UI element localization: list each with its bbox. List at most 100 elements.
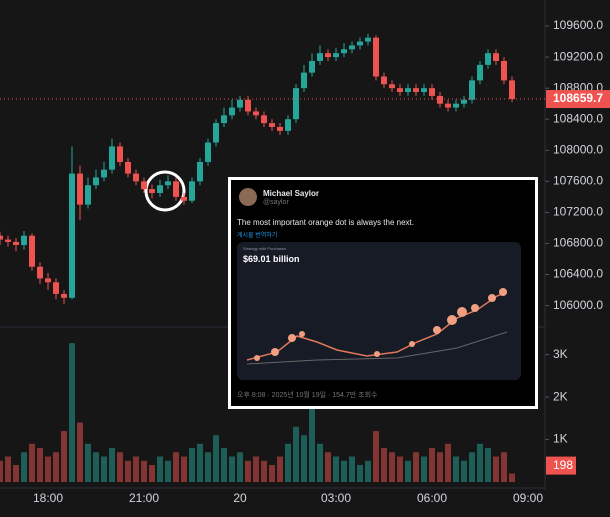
candle-body [477,64,483,81]
x-tick-label: 06:00 [417,491,447,505]
candle-body [469,80,475,100]
volume-bar [149,465,155,482]
candle-body [421,88,427,93]
candle-body [189,181,195,201]
tweet-footer: 오후 8:08 · 2025년 10월 19일 · 154.7만 조회수 [237,392,378,399]
candle-body [0,235,3,240]
tweet-handle: @saylor [263,199,289,206]
candle-body [117,146,123,162]
y-tick-label: 108000.0 [553,142,603,156]
volume-bar [269,465,275,482]
volume-bar [461,460,467,482]
volume-bar [101,456,107,482]
volume-bar [501,452,507,482]
candle-body [69,173,75,298]
volume-bar [389,452,395,482]
volume-bar [477,443,483,482]
candle-body [301,72,307,89]
candle-body [381,76,387,85]
candle-body [125,161,131,174]
volume-bar [285,443,291,482]
candle-body [365,37,371,42]
candle-body [149,189,155,193]
candle-body [101,169,107,178]
volume-bar [45,456,51,482]
x-tick-label: 18:00 [33,491,63,505]
candle-body [413,88,419,93]
volume-bar [349,456,355,482]
candle-body [141,181,147,190]
last-volume-label: 198 [553,458,573,472]
volume-bar [141,460,147,482]
candle-body [37,266,43,279]
y-tick-label: 109600.0 [553,18,603,32]
candle-body [205,142,211,162]
volume-bar [37,448,43,482]
volume-bar [181,456,187,482]
volume-bar [373,431,379,482]
candle-body [85,185,91,205]
y-tick-label: 106000.0 [553,298,603,312]
y2-tick-label: 1K [553,432,568,446]
candle-body [461,99,467,104]
volume-bar [405,460,411,482]
y-tick-label: 106400.0 [553,267,603,281]
candle-body [133,173,139,182]
candle-body [277,126,283,131]
candle-body [501,60,507,81]
volume-bar [301,435,307,482]
candle-body [221,115,227,124]
x-tick-label: 03:00 [321,491,351,505]
highlight-circle [144,170,186,212]
volume-bar [309,397,315,482]
volume-bar [317,443,323,482]
candle-body [77,173,83,205]
x-tick-label: 09:00 [513,491,543,505]
volume-bar [421,456,427,482]
translate-link[interactable]: 게시물 번역하기 [237,233,278,239]
candle-body [21,235,27,246]
candle-body [253,111,259,116]
candle-body [53,282,59,294]
candle-body [173,181,179,197]
candle-body [261,115,267,124]
candle-body [405,88,411,93]
volume-bar [0,460,3,482]
volume-bar [253,456,259,482]
candle-body [293,88,299,120]
candle-body [437,95,443,104]
image-value: $69.01 billion [243,254,300,264]
volume-bar [333,456,339,482]
volume-bar [205,452,211,482]
candle-body [285,119,291,131]
candle-body [93,177,99,186]
candle-body [357,41,363,46]
tweet-author: Michael Saylor [263,189,320,198]
last-price-box [546,90,610,109]
volume-bar [109,448,115,482]
candle-body [445,103,451,108]
volume-bar [77,422,83,482]
image-line [246,291,508,361]
y-tick-label: 106800.0 [553,236,603,250]
candle-body [13,241,19,246]
volume-bar [197,443,203,482]
volume-bar [85,443,91,482]
tweet-image: Strategy with Purchases $69.01 billion [237,242,521,380]
last-price-label: 108659.7 [553,91,603,105]
volume-bar [53,452,59,482]
volume-bar [445,443,451,482]
candle-body [341,49,347,54]
volume-bar [21,452,27,482]
volume-bar [261,460,267,482]
volume-bar [365,460,371,482]
volume-bar [245,460,251,482]
volume-bar [29,443,35,482]
volume-bar [381,448,387,482]
candle-body [29,235,35,267]
candle-body [181,196,187,201]
candle-body [237,99,243,108]
image-dots [254,288,507,361]
